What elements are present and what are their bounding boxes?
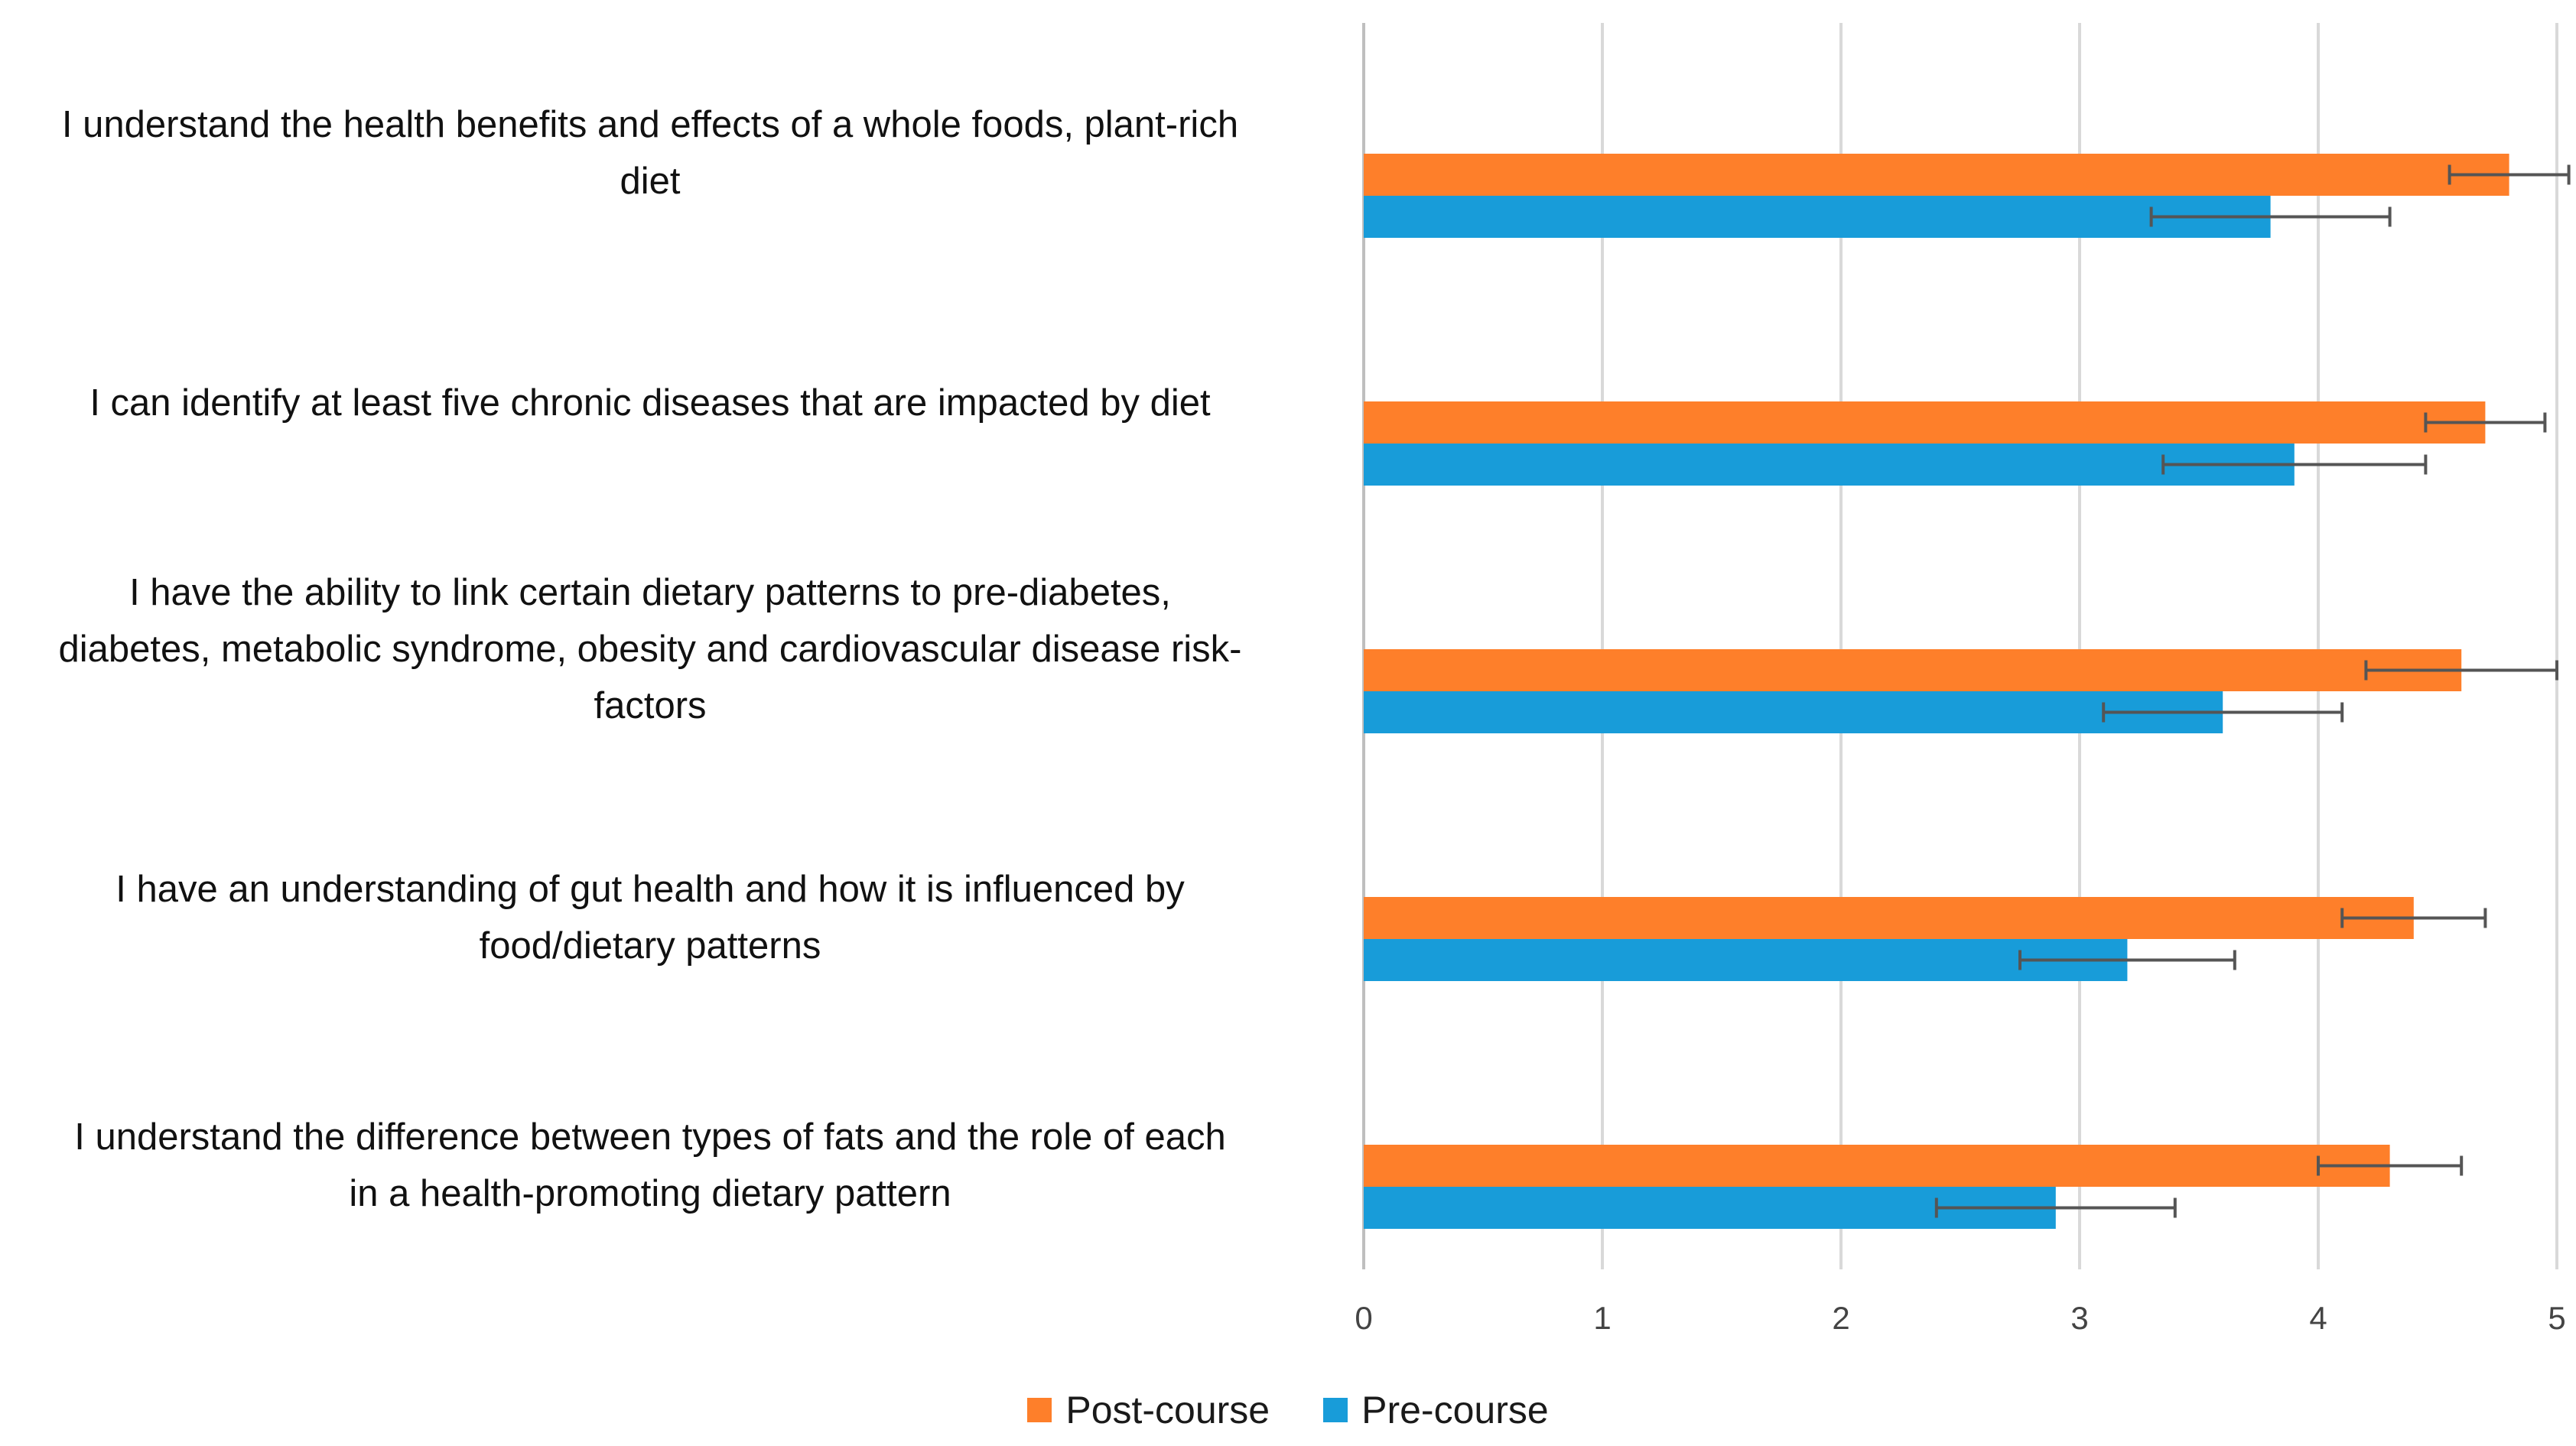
legend-label-post-course: Post-course	[1065, 1389, 1270, 1431]
bar-pre-course-2	[1364, 444, 2295, 486]
category-label-4-line-2: food/dietary patterns	[479, 925, 821, 967]
bar-post-course-3	[1364, 649, 2462, 691]
bar-pre-course-1	[1364, 196, 2271, 238]
x-tick-label-4: 4	[2309, 1300, 2327, 1336]
bar-post-course-1	[1364, 154, 2509, 196]
category-label-2: I can identify at least five chronic dis…	[0, 375, 1323, 431]
category-label-3: I have the ability to link certain dieta…	[0, 564, 1323, 734]
bar-pre-course-3	[1364, 691, 2223, 733]
legend-item-pre-course: Pre-course	[1323, 1388, 1549, 1432]
legend-swatch-pre-course	[1323, 1398, 1348, 1422]
category-label-5-line-2: in a health-promoting dietary pattern	[349, 1173, 951, 1214]
legend-item-post-course: Post-course	[1027, 1388, 1270, 1432]
category-label-1-line-1: I understand the health benefits and eff…	[61, 104, 1239, 145]
category-label-4-line-1: I have an understanding of gut health an…	[115, 869, 1185, 910]
x-tick-label-0: 0	[1355, 1300, 1372, 1336]
x-tick-label-2: 2	[1832, 1300, 1849, 1336]
legend-label-pre-course: Pre-course	[1361, 1389, 1549, 1431]
legend-swatch-post-course	[1027, 1398, 1052, 1422]
legend: Post-course Pre-course	[0, 1388, 2576, 1432]
bar-pre-course-4	[1364, 939, 2128, 981]
category-label-5-line-1: I understand the difference between type…	[74, 1116, 1226, 1158]
category-label-3-line-2: diabetes, metabolic syndrome, obesity an…	[58, 629, 1242, 670]
bar-post-course-5	[1364, 1145, 2390, 1187]
category-label-3-line-1: I have the ability to link certain dieta…	[129, 572, 1171, 613]
bar-post-course-4	[1364, 897, 2414, 939]
category-label-5: I understand the difference between type…	[0, 1109, 1323, 1222]
category-label-3-line-3: factors	[594, 685, 707, 726]
bar-post-course-2	[1364, 401, 2486, 444]
category-label-1: I understand the health benefits and eff…	[0, 96, 1323, 210]
category-label-4: I have an understanding of gut health an…	[0, 861, 1323, 974]
category-label-1-line-2: diet	[620, 161, 681, 202]
category-label-2-line-1: I can identify at least five chronic dis…	[89, 382, 1211, 424]
x-tick-label-5: 5	[2548, 1300, 2565, 1336]
x-tick-label-1: 1	[1593, 1300, 1611, 1336]
x-tick-label-3: 3	[2070, 1300, 2088, 1336]
